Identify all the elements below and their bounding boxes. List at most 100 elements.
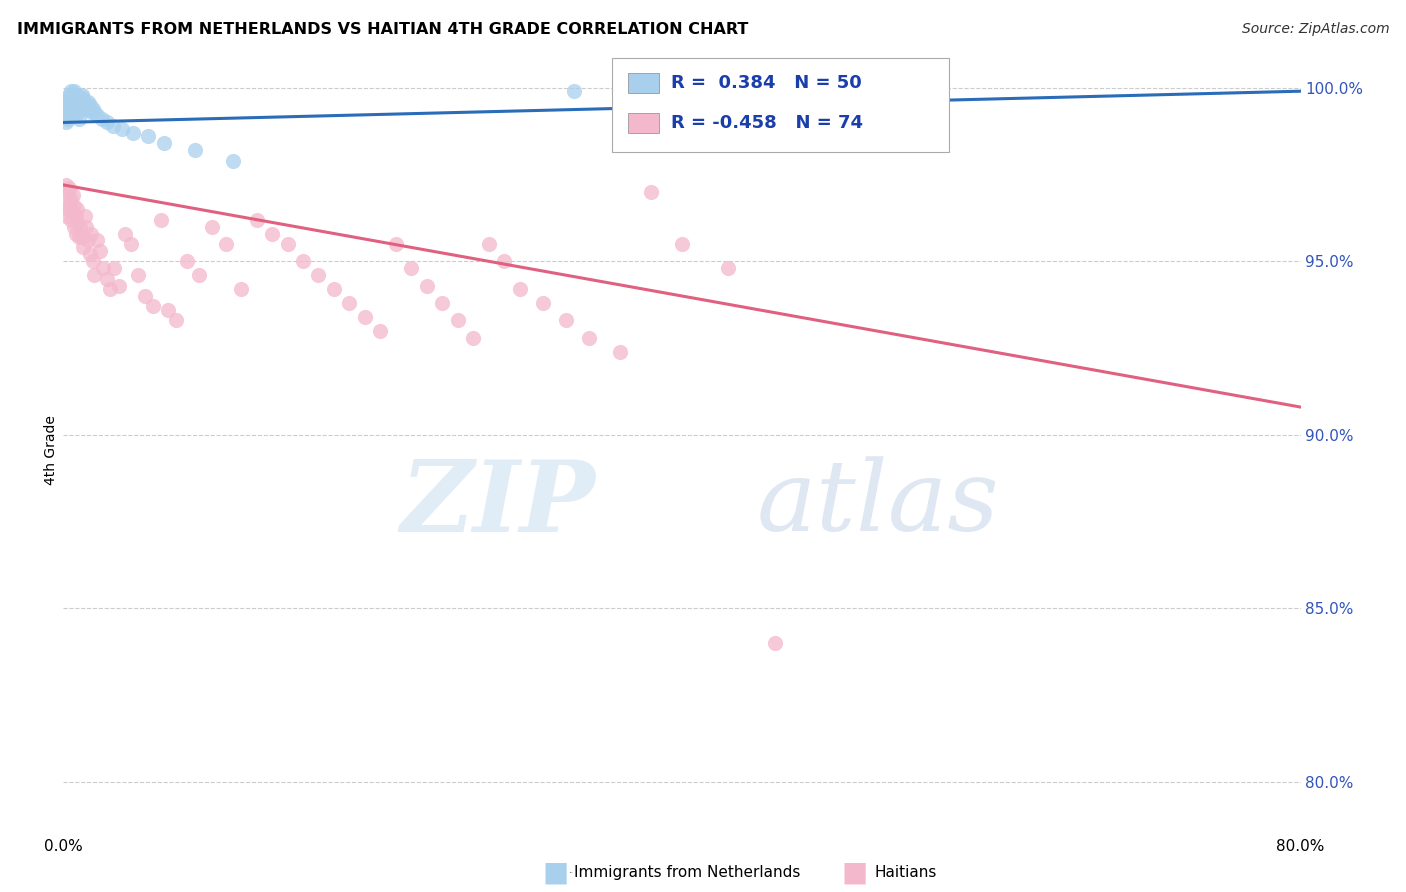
Point — [59, 212, 82, 227]
Point — [509, 282, 531, 296]
Point — [152, 136, 174, 151]
Point — [53, 105, 76, 120]
Point — [83, 105, 105, 120]
Point — [73, 209, 96, 223]
Point — [322, 282, 346, 296]
Point — [53, 192, 76, 206]
Point — [69, 219, 91, 234]
Point — [72, 91, 94, 105]
Point — [103, 261, 125, 276]
Point — [56, 91, 79, 105]
Text: 0.0%: 0.0% — [569, 871, 572, 873]
Point — [70, 87, 93, 102]
Point — [80, 105, 103, 120]
Point — [292, 254, 315, 268]
Point — [165, 313, 187, 327]
Point — [447, 313, 470, 327]
Point — [245, 212, 267, 227]
Point — [70, 98, 93, 112]
Point — [77, 95, 100, 109]
Point — [461, 331, 484, 345]
Point — [231, 282, 253, 296]
Point — [562, 84, 585, 98]
Point — [111, 122, 134, 136]
Point — [531, 296, 554, 310]
Point — [70, 230, 93, 244]
Point — [63, 219, 86, 234]
Point — [337, 296, 360, 310]
Point — [401, 261, 423, 276]
Point — [96, 115, 118, 129]
Point — [671, 236, 693, 251]
Point — [142, 300, 165, 314]
Point — [58, 87, 80, 102]
Point — [138, 129, 160, 144]
Point — [640, 185, 662, 199]
Point — [55, 178, 77, 192]
Point — [82, 102, 104, 116]
Point — [55, 209, 77, 223]
Point — [83, 268, 105, 282]
Point — [72, 240, 94, 254]
Text: atlas: atlas — [756, 457, 998, 552]
Point — [62, 87, 84, 102]
Text: Haitians: Haitians — [875, 865, 936, 880]
Point — [66, 102, 89, 116]
Point — [121, 126, 145, 140]
Point — [262, 227, 284, 241]
Point — [477, 236, 501, 251]
Point — [80, 227, 103, 241]
Point — [55, 95, 77, 109]
Point — [59, 95, 82, 109]
Point — [307, 268, 329, 282]
Text: ■: ■ — [842, 858, 868, 887]
Point — [717, 261, 740, 276]
Point — [65, 95, 87, 109]
Point — [201, 219, 224, 234]
Point — [86, 234, 108, 248]
Text: Source: ZipAtlas.com: Source: ZipAtlas.com — [1241, 22, 1389, 37]
Point — [554, 313, 576, 327]
Point — [101, 119, 124, 133]
Point — [96, 271, 118, 285]
Text: R =  0.384   N = 50: R = 0.384 N = 50 — [671, 74, 862, 92]
Point — [93, 261, 115, 276]
Point — [62, 188, 84, 202]
Point — [76, 219, 98, 234]
Point — [77, 234, 100, 248]
Point — [89, 244, 111, 258]
Point — [63, 199, 86, 213]
Point — [58, 98, 80, 112]
Text: ZIP: ZIP — [401, 456, 595, 552]
Point — [66, 87, 89, 102]
Point — [62, 108, 84, 122]
Point — [79, 247, 101, 261]
Point — [188, 268, 211, 282]
Point — [59, 84, 82, 98]
Point — [98, 282, 121, 296]
Point — [67, 98, 90, 112]
Point — [214, 236, 236, 251]
Point — [62, 205, 84, 219]
Point — [276, 236, 298, 251]
Point — [157, 302, 180, 317]
Text: ■: ■ — [543, 858, 568, 887]
Point — [56, 102, 79, 116]
Point — [58, 199, 80, 213]
Point — [69, 102, 91, 116]
Point — [63, 84, 86, 98]
Point — [63, 98, 86, 112]
Point — [90, 112, 114, 126]
Point — [430, 296, 453, 310]
Point — [222, 153, 245, 168]
Point — [66, 216, 89, 230]
Point — [86, 108, 108, 122]
Point — [56, 185, 79, 199]
Point — [65, 209, 87, 223]
Point — [384, 236, 408, 251]
Point — [72, 102, 94, 116]
Y-axis label: 4th Grade: 4th Grade — [44, 416, 58, 485]
Point — [65, 108, 87, 122]
Point — [55, 115, 77, 129]
Point — [58, 105, 80, 120]
